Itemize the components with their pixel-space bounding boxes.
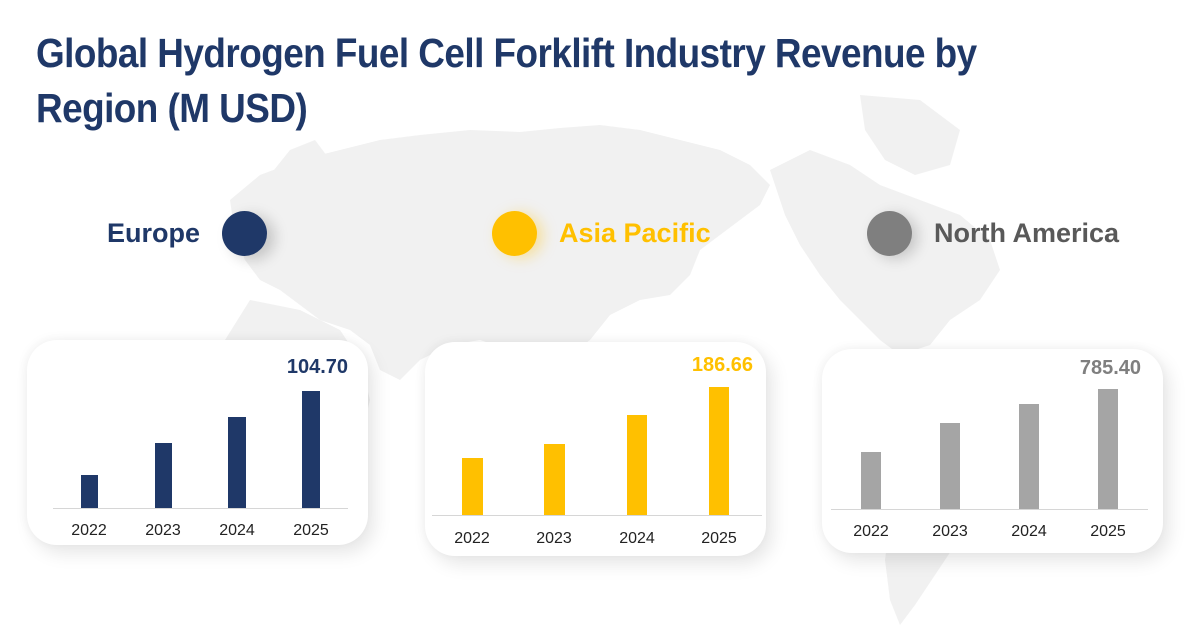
europe-xlabel-2024: 2024 (219, 522, 255, 539)
legend-label-asia-pacific: Asia Pacific (559, 218, 711, 248)
north-america-xlabel-2025: 2025 (1090, 523, 1126, 540)
europe-xlabel-2022: 2022 (71, 522, 107, 539)
north-america-xlabel-2022: 2022 (853, 523, 889, 540)
asia-pacific-x-axis (432, 515, 762, 516)
europe-bar-2022 (81, 475, 98, 508)
chart-title: Global Hydrogen Fuel Cell Forklift Indus… (36, 26, 1161, 136)
europe-x-axis (53, 508, 348, 509)
north-america-2025-value-label: 785.40 (1079, 357, 1141, 379)
europe-2025-value-label: 104.70 (286, 356, 348, 378)
asia-pacific-bar-2023 (544, 444, 565, 515)
asia-pacific-xlabel-2025: 2025 (701, 530, 737, 547)
legend-north-america: North America (867, 211, 1119, 256)
north-america-bar-2023 (940, 423, 960, 509)
north-america-x-axis (831, 509, 1148, 510)
title-line-1: Global Hydrogen Fuel Cell Forklift Indus… (36, 30, 977, 76)
europe-bar-2023 (155, 443, 172, 508)
legend-europe: Europe (107, 211, 268, 256)
asia-pacific-xlabel-2022: 2022 (454, 530, 490, 547)
asia-pacific-xlabel-2024: 2024 (619, 530, 655, 547)
asia-pacific-chart-card: 186.66 2022 2023 2024 2025 (425, 342, 766, 556)
europe-xlabel-2023: 2023 (145, 522, 181, 539)
europe-bar-2024 (228, 417, 246, 508)
asia-pacific-xlabel-2023: 2023 (536, 530, 572, 547)
asia-pacific-2025-value-label: 186.66 (691, 354, 753, 376)
europe-chart-card: 104.70 2022 2023 2024 2025 (27, 340, 368, 545)
asia-pacific-bar-2022 (462, 458, 483, 515)
north-america-bar-2025 (1098, 389, 1118, 509)
legend-asia-pacific: Asia Pacific (492, 211, 711, 256)
north-america-chart-card: 785.40 2022 2023 2024 2025 (822, 349, 1163, 553)
europe-circle-icon (222, 211, 268, 256)
legend-label-europe: Europe (107, 218, 201, 248)
north-america-circle-icon (867, 211, 912, 256)
north-america-xlabel-2024: 2024 (1011, 523, 1047, 540)
europe-bar-2025 (302, 391, 320, 508)
title-line-2: Region (M USD) (36, 85, 308, 131)
asia-pacific-circle-icon (492, 211, 537, 256)
legend-label-north-america: North America (934, 218, 1120, 248)
north-america-xlabel-2023: 2023 (932, 523, 968, 540)
north-america-bar-2022 (861, 452, 881, 509)
asia-pacific-bar-2024 (627, 415, 647, 515)
north-america-bar-2024 (1019, 404, 1039, 509)
asia-pacific-bar-2025 (709, 387, 729, 515)
europe-xlabel-2025: 2025 (293, 522, 329, 539)
